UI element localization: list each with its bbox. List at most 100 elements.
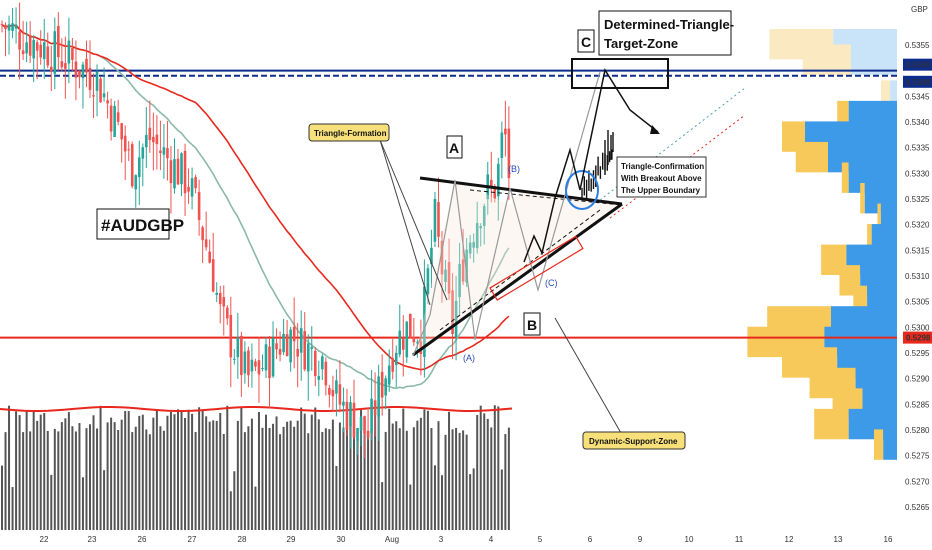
candle-body [123,135,127,152]
candle-body [162,147,166,155]
volume-bars [0,405,513,530]
volume-bar [328,429,331,530]
volume-bar [53,428,56,530]
candle-body [120,123,123,140]
candle-body [331,389,335,397]
profile-buy-bar [867,224,872,255]
candle-body [482,206,486,226]
candle-body [461,259,465,282]
volume-bar [110,417,113,530]
volume-bar [152,417,155,530]
volume-bar [162,430,165,530]
time-tick-label: 9 [638,535,643,544]
volume-bar [367,430,370,530]
candle-body [430,247,433,265]
volume-profile [747,29,897,460]
triangle-formation-connector-2 [379,139,448,301]
chart-drawings: Determined-Triangle- Target-Zone C A B (… [96,10,746,450]
volume-bar [15,411,18,530]
candle-body [194,177,197,189]
time-tick-label: Aug [385,535,399,544]
candle-body [18,31,21,50]
volume-bar [22,432,25,530]
volume-bar [398,428,401,530]
candle-body [78,70,81,78]
time-tick-label: 30 [337,535,346,544]
candle-body [240,335,243,376]
volume-bar [486,418,489,530]
candle-body [356,427,359,441]
volume-bar [433,465,436,530]
candle-body [380,371,384,398]
candle-body [299,328,303,353]
volume-bar [272,423,275,530]
candle-body [401,338,405,350]
candle-body [81,64,85,79]
point-b-label: B [527,317,537,333]
candle-body [271,337,275,377]
volume-bar [353,415,355,530]
volume-bar [497,406,500,530]
candle-body [102,93,106,98]
price-tick-label: 0.5275 [905,452,930,461]
price-tick-label: 0.5285 [905,400,930,409]
time-tick-label: 28 [238,535,247,544]
volume-bar [286,421,289,530]
wave-a-label: (A) [463,353,475,363]
candle-body [285,334,289,357]
triangle-confirmation-line2: With Breakout Above [621,174,702,183]
time-tick-label: 4 [489,535,494,544]
candle-body [377,376,380,417]
candle-body [109,105,113,132]
candle-body [46,46,50,66]
volume-bar [226,405,229,530]
volume-bar [391,423,394,530]
price-axis-bg [897,0,932,550]
volume-bar [127,411,130,530]
volume-bar [331,419,334,530]
candle-body [25,42,28,54]
candle-body [28,34,32,56]
volume-bar [155,409,158,530]
candle-body [398,330,402,355]
candle-body [310,347,314,349]
volume-bar [310,414,313,530]
arrow-path-2 [554,68,659,199]
candle-body [225,307,229,319]
candle-body [32,39,35,59]
time-tick-label: 10 [685,535,694,544]
volume-bar [338,422,341,530]
candle-body [197,192,201,221]
point-a-box [446,135,463,159]
volume-bar [416,420,419,530]
point-c-box [577,29,595,53]
candle-body [437,202,440,237]
candle-body [7,24,11,31]
candle-body [264,344,268,371]
volume-bar [159,426,162,530]
volume-bar [148,434,151,530]
candle-body [127,149,131,151]
volume-bar [377,406,380,530]
volume-bar [321,431,324,530]
candle-body [489,179,493,186]
volume-bar [426,410,429,530]
volume-bar [370,414,373,530]
volume-bar [194,432,197,530]
candle-body [454,300,458,338]
volume-bar [490,427,493,530]
volume-bar [381,482,384,530]
candle-body [169,160,173,184]
price-tick-label: 0.5290 [905,375,930,384]
candle-body [222,297,226,307]
volume-bar [29,431,32,530]
volume-bar [419,417,422,530]
candle-body [183,150,187,194]
candle-body [366,430,370,438]
candle-body [180,153,183,185]
candle-body [289,329,292,363]
volume-bar [268,427,271,530]
time-tick-label: 13 [834,535,843,544]
time-axis-bg [0,530,897,550]
volume-bar [131,432,134,530]
